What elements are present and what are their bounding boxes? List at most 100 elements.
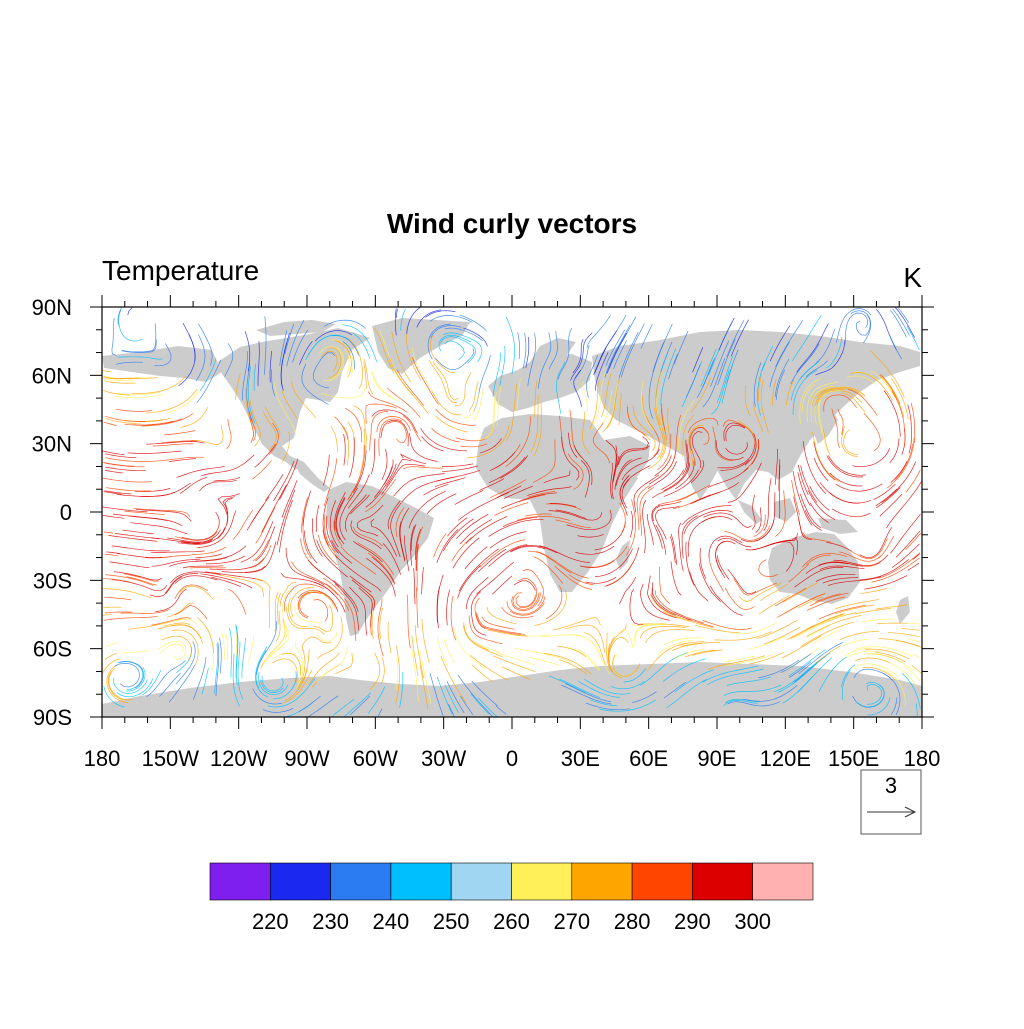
streamline — [670, 561, 682, 596]
streamline — [117, 660, 144, 689]
colorbar-swatch — [752, 862, 814, 901]
streamline — [410, 525, 415, 566]
streamline — [786, 624, 815, 641]
streamline — [380, 419, 409, 447]
streamline — [182, 565, 224, 569]
streamline — [292, 329, 309, 363]
streamline — [763, 626, 801, 645]
streamline — [301, 497, 308, 533]
streamline — [505, 317, 515, 375]
streamline — [260, 679, 284, 693]
streamline — [365, 478, 396, 513]
streamline — [801, 553, 848, 568]
streamline — [582, 381, 588, 413]
streamline — [825, 336, 843, 369]
streamline — [488, 456, 526, 484]
streamline — [907, 562, 920, 571]
streamline — [555, 509, 587, 519]
streamline — [394, 371, 429, 414]
streamline — [613, 340, 628, 370]
streamline — [429, 315, 473, 323]
streamline — [585, 702, 631, 711]
streamline — [423, 483, 449, 496]
streamline — [342, 341, 355, 370]
streamline — [855, 608, 891, 615]
streamline — [247, 366, 256, 424]
streamline — [878, 536, 895, 559]
streamline — [790, 360, 820, 401]
streamline — [616, 436, 649, 468]
streamline — [168, 557, 227, 567]
streamline — [278, 500, 293, 553]
streamline — [595, 352, 609, 391]
x-tick-label: 30E — [561, 746, 600, 771]
streamline — [221, 565, 266, 573]
streamline — [852, 663, 898, 677]
streamline — [528, 656, 560, 666]
x-tick-label: 180 — [904, 746, 941, 771]
streamline — [298, 695, 321, 713]
streamline — [631, 623, 659, 627]
right-string: K — [903, 262, 922, 293]
streamline — [782, 676, 813, 704]
streamline — [864, 653, 915, 672]
streamline — [102, 477, 153, 483]
streamline — [652, 462, 691, 499]
streamline — [312, 518, 323, 557]
streamline — [573, 445, 593, 486]
streamline — [621, 449, 660, 481]
streamline — [146, 441, 205, 445]
streamline — [778, 464, 781, 519]
streamline — [122, 650, 150, 654]
streamline — [368, 686, 386, 714]
streamline — [102, 506, 148, 513]
streamline — [284, 668, 308, 701]
streamline — [687, 417, 719, 433]
streamline — [301, 363, 329, 405]
streamline — [855, 314, 871, 336]
streamline — [130, 522, 188, 535]
streamline — [433, 533, 447, 558]
streamline — [343, 434, 346, 466]
streamline — [724, 525, 771, 541]
streamline — [723, 422, 746, 441]
streamline — [113, 677, 148, 694]
streamline — [457, 565, 481, 599]
streamline — [235, 625, 239, 684]
streamline — [718, 317, 735, 351]
streamline — [143, 417, 171, 423]
land-central-america — [290, 456, 330, 492]
streamline — [161, 440, 198, 444]
streamline — [594, 348, 607, 373]
streamline — [299, 340, 313, 365]
streamline — [870, 370, 896, 398]
streamline — [132, 420, 174, 426]
streamline — [772, 378, 777, 406]
streamline — [558, 659, 588, 675]
streamline — [317, 534, 338, 566]
streamline — [262, 411, 277, 452]
streamline — [240, 521, 274, 563]
streamline — [610, 680, 645, 690]
streamline — [174, 575, 218, 584]
streamline — [699, 547, 707, 579]
streamline — [557, 327, 573, 380]
streamline — [546, 654, 573, 664]
streamline — [168, 664, 195, 703]
streamline — [477, 548, 507, 573]
streamline — [866, 683, 882, 705]
streamline — [496, 652, 535, 666]
streamline — [489, 479, 527, 499]
streamline — [749, 652, 784, 665]
streamline — [402, 466, 444, 470]
streamline — [585, 576, 617, 584]
streamline — [358, 587, 373, 628]
streamline — [864, 575, 908, 590]
streamline — [682, 505, 732, 525]
streamline — [104, 380, 136, 384]
streamline — [834, 599, 879, 610]
streamline — [708, 549, 725, 592]
streamline — [252, 688, 283, 705]
streamline — [801, 383, 816, 412]
streamline — [910, 402, 916, 444]
